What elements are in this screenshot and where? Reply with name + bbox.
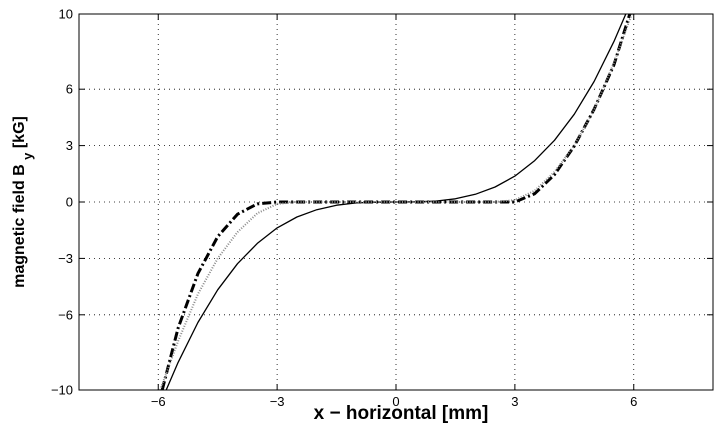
series-layer [159, 13, 633, 391]
x-tick-label: −3 [270, 394, 285, 409]
x-tick-label: 3 [511, 394, 518, 409]
y-tick-label: 6 [66, 82, 73, 97]
y-tick-label: 3 [66, 138, 73, 153]
series-line-dashdot [160, 13, 632, 391]
y-axis-label: magnetic field B y [kG] [11, 116, 36, 288]
y-tick-label: 0 [66, 195, 73, 210]
y-axis-label-unit: [kG] [11, 116, 28, 148]
y-tick-label: −10 [51, 383, 73, 398]
series-line-solid [165, 13, 627, 391]
x-tick-label: −6 [151, 394, 166, 409]
y-tick-label: −6 [58, 307, 73, 322]
x-tick-labels: −6 −3 0 3 6 [151, 394, 638, 409]
y-tick-label: 10 [59, 7, 73, 22]
y-axis-label-subscript: y [20, 152, 35, 160]
grid [79, 14, 713, 390]
ticks [79, 13, 713, 391]
x-tick-label: 6 [630, 394, 637, 409]
x-tick-label: 0 [392, 394, 399, 409]
x-axis-label: x − horizontal [mm] [314, 403, 489, 424]
y-tick-label: −3 [58, 251, 73, 266]
y-axis-label-main: magnetic field B [11, 164, 28, 288]
y-tick-labels: −10 −6 −3 0 3 6 10 [51, 7, 73, 398]
